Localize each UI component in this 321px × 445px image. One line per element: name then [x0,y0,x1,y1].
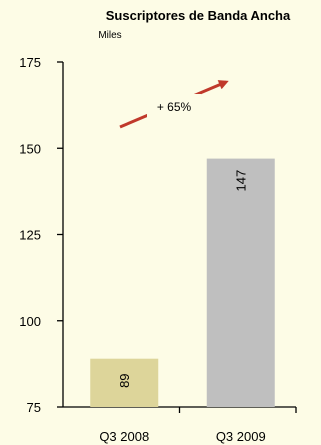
bar-q3-2009 [206,158,275,407]
growth-label: + 65% [157,100,192,114]
bars: 89 Q3 2008 147 Q3 2009 [90,158,275,444]
bar-value-label: 89 [117,373,132,387]
x-category-label: Q3 2008 [99,429,149,444]
y-tick-label: 175 [19,55,41,70]
x-category-label: Q3 2009 [216,429,266,444]
y-tick-label: 125 [19,228,41,243]
y-tick-label: 100 [19,314,41,329]
chart-subtitle: Miles [98,30,121,41]
chart-title: Suscriptores de Banda Ancha [106,8,291,23]
y-tick-label: 150 [19,141,41,156]
y-tick-label: 75 [27,400,41,415]
bar-q3-2008 [90,358,159,407]
bar-value-label: 147 [234,170,249,192]
growth-annotation: + 65% [119,80,229,129]
growth-label-box [147,94,201,118]
